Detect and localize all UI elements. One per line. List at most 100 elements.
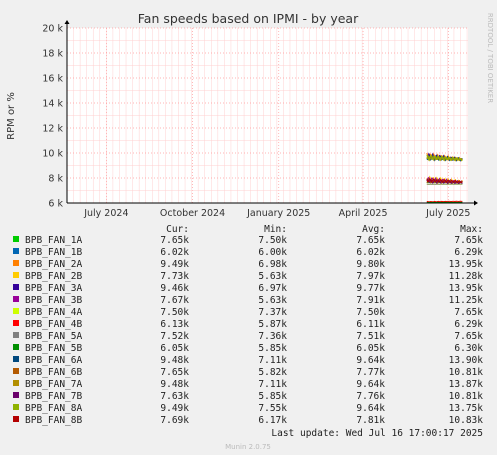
legend-value-min: 5.85k bbox=[258, 391, 287, 402]
legend-value-cur: 7.73k bbox=[160, 271, 189, 282]
legend-value-cur: 9.49k bbox=[160, 403, 189, 414]
legend-header-max: Max: bbox=[460, 224, 483, 235]
legend-value-max: 13.87k bbox=[449, 379, 484, 390]
legend-value-min: 6.97k bbox=[258, 283, 287, 294]
legend-value-avg: 7.65k bbox=[356, 235, 385, 246]
y-tick-label: 8 k bbox=[48, 174, 63, 185]
munin-version: Munin 2.0.75 bbox=[225, 443, 271, 451]
legend-value-cur: 6.02k bbox=[160, 247, 189, 258]
legend-series-name: BPB_FAN_3B bbox=[25, 295, 82, 306]
legend-value-cur: 7.52k bbox=[160, 331, 189, 342]
legend-value-cur: 7.67k bbox=[160, 295, 189, 306]
legend-series-name: BPB_FAN_6A bbox=[25, 355, 82, 366]
legend-value-min: 7.36k bbox=[258, 331, 287, 342]
legend-series-name: BPB_FAN_2A bbox=[25, 259, 82, 270]
legend-value-min: 6.17k bbox=[258, 415, 287, 426]
x-tick-label: April 2025 bbox=[339, 208, 388, 219]
legend-value-cur: 6.13k bbox=[160, 319, 189, 330]
legend-value-max: 11.25k bbox=[449, 295, 484, 306]
legend-swatch bbox=[13, 272, 19, 278]
legend-value-avg: 7.97k bbox=[356, 271, 385, 282]
legend-series-name: BPB_FAN_8A bbox=[25, 403, 82, 414]
legend-value-cur: 9.46k bbox=[160, 283, 189, 294]
legend-value-avg: 9.64k bbox=[356, 379, 385, 390]
y-tick-label: 20 k bbox=[42, 24, 63, 35]
legend-value-cur: 6.05k bbox=[160, 343, 189, 354]
legend-header-avg: Avg: bbox=[362, 224, 385, 235]
x-tick-label: October 2024 bbox=[160, 208, 225, 219]
legend-series-name: BPB_FAN_7B bbox=[25, 391, 82, 402]
x-tick-label: July 2024 bbox=[83, 208, 128, 219]
legend-value-min: 7.11k bbox=[258, 355, 287, 366]
legend-value-avg: 9.77k bbox=[356, 283, 385, 294]
y-tick-label: 18 k bbox=[42, 49, 63, 60]
legend-value-min: 7.55k bbox=[258, 403, 287, 414]
legend-value-avg: 7.76k bbox=[356, 391, 385, 402]
legend-value-avg: 6.11k bbox=[356, 319, 385, 330]
legend-value-cur: 9.49k bbox=[160, 259, 189, 270]
last-update: Last update: Wed Jul 16 17:00:17 2025 bbox=[271, 428, 483, 439]
y-axis-arrow bbox=[64, 20, 70, 24]
legend-value-avg: 7.81k bbox=[356, 415, 385, 426]
legend-value-max: 6.29k bbox=[454, 319, 483, 330]
legend-swatch bbox=[13, 248, 19, 254]
legend-swatch bbox=[13, 392, 19, 398]
legend-swatch bbox=[13, 260, 19, 266]
legend-value-avg: 6.02k bbox=[356, 247, 385, 258]
legend-value-min: 5.87k bbox=[258, 319, 287, 330]
legend-value-max: 13.75k bbox=[449, 403, 484, 414]
legend-series-name: BPB_FAN_1A bbox=[25, 235, 82, 246]
legend-series-name: BPB_FAN_5A bbox=[25, 331, 82, 342]
legend-value-max: 10.83k bbox=[449, 415, 484, 426]
y-tick-label: 16 k bbox=[42, 74, 63, 85]
series-line-bpb-fan-8b bbox=[426, 177, 463, 184]
y-tick-label: 6 k bbox=[48, 199, 63, 210]
legend-value-cur: 7.65k bbox=[160, 235, 189, 246]
y-tick-label: 12 k bbox=[42, 124, 63, 135]
legend-value-cur: 9.48k bbox=[160, 379, 189, 390]
legend-value-min: 5.85k bbox=[258, 343, 287, 354]
legend-value-min: 5.63k bbox=[258, 271, 287, 282]
legend-value-cur: 7.63k bbox=[160, 391, 189, 402]
chart-title: Fan speeds based on IPMI - by year bbox=[138, 11, 359, 26]
legend-series-name: BPB_FAN_3A bbox=[25, 283, 82, 294]
legend-value-min: 7.37k bbox=[258, 307, 287, 318]
y-tick-label: 10 k bbox=[42, 149, 63, 160]
legend-value-min: 5.82k bbox=[258, 367, 287, 378]
legend: Cur: Min: Avg: Max: BPB_FAN_1A 7.65k 7.50k 7.65… bbox=[13, 224, 483, 426]
plot-area: July 2024 October 2024 January 2025 April 2… bbox=[42, 20, 478, 219]
legend-value-max: 10.81k bbox=[449, 391, 484, 402]
legend-value-avg: 7.50k bbox=[356, 307, 385, 318]
legend-swatch bbox=[13, 404, 19, 410]
legend-value-avg: 7.51k bbox=[356, 331, 385, 342]
legend-value-max: 7.65k bbox=[454, 235, 483, 246]
legend-value-cur: 7.69k bbox=[160, 415, 189, 426]
legend-swatch bbox=[13, 356, 19, 362]
legend-value-max: 10.81k bbox=[449, 367, 484, 378]
legend-series-name: BPB_FAN_4B bbox=[25, 319, 82, 330]
legend-series-name: BPB_FAN_7A bbox=[25, 379, 82, 390]
legend-swatch bbox=[13, 236, 19, 242]
series-line-bpb-fan-8a bbox=[426, 154, 463, 162]
legend-value-avg: 7.91k bbox=[356, 295, 385, 306]
legend-swatch bbox=[13, 368, 19, 374]
legend-value-max: 13.95k bbox=[449, 283, 484, 294]
legend-value-avg: 9.64k bbox=[356, 403, 385, 414]
legend-swatch bbox=[13, 380, 19, 386]
legend-value-min: 6.98k bbox=[258, 259, 287, 270]
legend-series-name: BPB_FAN_2B bbox=[25, 271, 82, 282]
legend-series-name: BPB_FAN_6B bbox=[25, 367, 82, 378]
y-axis-label: RPM or % bbox=[6, 92, 17, 140]
legend-swatch bbox=[13, 284, 19, 290]
legend-value-min: 5.63k bbox=[258, 295, 287, 306]
legend-value-max: 13.95k bbox=[449, 259, 484, 270]
legend-value-max: 7.65k bbox=[454, 307, 483, 318]
legend-value-max: 7.65k bbox=[454, 331, 483, 342]
legend-value-max: 6.29k bbox=[454, 247, 483, 258]
legend-value-avg: 9.80k bbox=[356, 259, 385, 270]
legend-series-name: BPB_FAN_1B bbox=[25, 247, 82, 258]
legend-series-name: BPB_FAN_8B bbox=[25, 415, 82, 426]
legend-value-max: 6.30k bbox=[454, 343, 483, 354]
legend-swatch bbox=[13, 416, 19, 422]
legend-header-min: Min: bbox=[264, 224, 287, 235]
